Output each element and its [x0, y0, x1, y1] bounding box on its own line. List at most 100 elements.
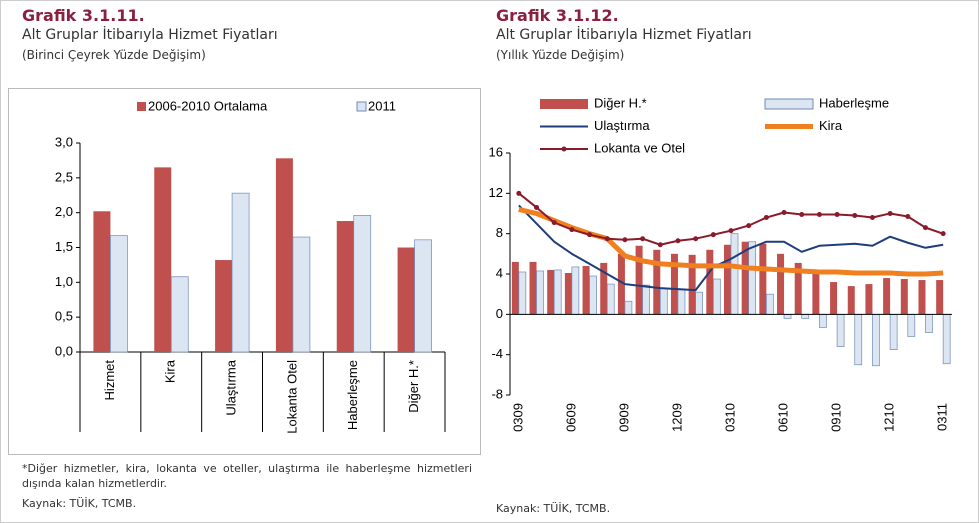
marker: [922, 225, 928, 231]
bar: [231, 192, 250, 353]
bar: [292, 236, 311, 353]
y-tick-label: 4: [496, 265, 503, 280]
y-tick-label: -8: [491, 386, 503, 401]
bar: [830, 282, 838, 315]
bar: [900, 279, 908, 315]
legend-label: Haberleşme: [819, 95, 889, 110]
marker: [675, 238, 681, 244]
y-tick-label: 3,0: [55, 134, 73, 149]
bar: [547, 269, 555, 315]
marker: [710, 232, 716, 238]
bar: [783, 313, 792, 319]
bar: [688, 254, 696, 315]
x-tick-label: 1210: [882, 403, 897, 432]
bar: [907, 313, 916, 337]
bar: [724, 244, 731, 315]
x-tick-label: Kira: [163, 359, 178, 383]
chart-frame: [8, 88, 481, 455]
legend-label: 2011: [368, 98, 396, 113]
y-tick-label: 0,0: [55, 343, 73, 358]
bar: [353, 215, 372, 353]
bar: [571, 266, 580, 315]
chart-source: Kaynak: TÜİK, TCMB.: [496, 502, 611, 515]
chart-title: Grafik 3.1.12.: [496, 6, 619, 25]
bar: [706, 249, 714, 315]
bar: [635, 245, 643, 315]
bar: [741, 241, 749, 315]
marker: [799, 212, 805, 218]
chart-unit: (Birinci Çeyrek Yüzde Değişim): [22, 48, 206, 62]
bar: [925, 313, 933, 333]
bar: [642, 284, 650, 315]
x-tick-label: 0311: [935, 403, 950, 431]
x-tick-label: 0909: [616, 403, 631, 432]
bar: [653, 249, 661, 315]
chart-unit: (Yıllık Yüzde Değişim): [496, 48, 625, 62]
bar: [836, 313, 845, 347]
x-tick-label: 0910: [829, 403, 844, 432]
x-tick-label: 0309: [510, 403, 525, 432]
x-tick-label: 0310: [722, 403, 737, 432]
legend-label: Kira: [819, 118, 843, 133]
y-tick-label: 0: [496, 306, 503, 321]
marker: [516, 190, 522, 196]
bar: [766, 293, 774, 315]
marker: [940, 231, 946, 237]
marker: [816, 212, 822, 218]
marker: [569, 227, 575, 233]
bar: [553, 269, 562, 315]
bar: [889, 313, 898, 350]
marker: [746, 223, 752, 229]
marker: [551, 220, 557, 226]
y-tick-label: 8: [496, 225, 503, 240]
marker: [852, 213, 858, 219]
bar: [883, 278, 891, 315]
marker: [781, 209, 787, 215]
bar: [170, 276, 189, 353]
bar: [518, 271, 527, 315]
chart-subtitle: Alt Gruplar İtibarıyla Hizmet Fiyatları: [496, 27, 752, 43]
x-tick-label: 0609: [563, 403, 578, 432]
legend-label: Lokanta ve Otel: [594, 140, 685, 155]
bar: [582, 265, 590, 315]
marker: [763, 215, 769, 221]
y-tick-label: 1,0: [55, 274, 73, 289]
legend-label: 2006-2010 Ortalama: [148, 98, 268, 113]
bar: [529, 261, 537, 315]
legend-swatch: [764, 98, 814, 110]
chart-title: Grafik 3.1.11.: [22, 6, 145, 25]
bar: [215, 260, 233, 352]
bar: [936, 280, 944, 315]
bar: [564, 272, 572, 315]
bar: [93, 211, 111, 352]
chart-subtitle: Alt Gruplar İtibarıyla Hizmet Fiyatları: [22, 27, 278, 43]
x-tick-label: 0610: [775, 403, 790, 432]
bar: [918, 280, 926, 315]
legend-label: Ulaştırma: [594, 118, 650, 133]
bar: [748, 241, 757, 315]
x-tick-label: Lokanta Otel: [284, 360, 299, 434]
bar: [617, 253, 625, 315]
chart-note: *Diğer hizmetler, kira, lokanta ve otell…: [22, 462, 472, 490]
y-tick-label: 0,5: [55, 309, 73, 324]
y-tick-label: 2,0: [55, 204, 73, 219]
legend-label: Diğer H.*: [594, 95, 647, 110]
bar: [397, 247, 415, 352]
bar: [536, 270, 544, 315]
marker: [604, 236, 610, 242]
bar: [275, 158, 293, 352]
bar: [801, 313, 810, 319]
y-tick-label: 16: [489, 144, 503, 159]
bar: [511, 261, 519, 315]
x-tick-label: Haberleşme: [345, 360, 360, 430]
marker: [640, 236, 646, 242]
marker: [905, 214, 911, 220]
bar: [854, 313, 863, 366]
bar: [812, 274, 820, 315]
bar: [730, 233, 739, 315]
bar: [942, 313, 951, 365]
bar: [670, 253, 678, 315]
bar: [777, 253, 785, 315]
